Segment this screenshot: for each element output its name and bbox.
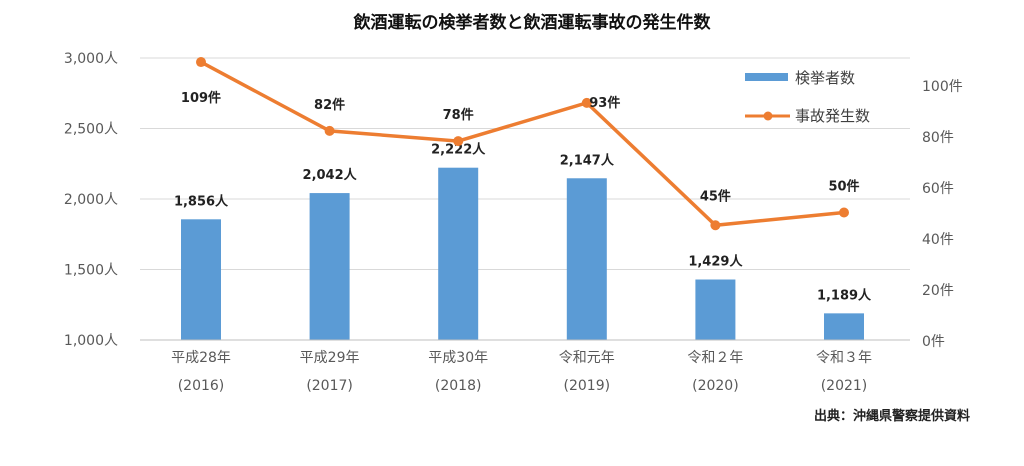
line-point	[710, 220, 721, 231]
right-tick-label: 100件	[922, 79, 963, 95]
x-tick-label: 令和３年	[816, 350, 872, 366]
legend-label-accidents: 事故発生数	[795, 107, 870, 125]
left-tick-label: 1,000人	[64, 333, 118, 349]
x-tick-year: (2018)	[435, 378, 482, 394]
accident-line	[200, 60, 845, 228]
line-point	[453, 136, 464, 147]
x-tick-year: (2021)	[821, 378, 868, 394]
right-tick-label: 80件	[922, 130, 954, 146]
legend: 検挙者数 事故発生数	[745, 69, 870, 125]
x-tick-label: 令和２年	[687, 350, 743, 366]
legend-label-arrests: 検挙者数	[795, 69, 855, 87]
bar-data-label: 2,042人	[303, 167, 358, 183]
bar	[695, 279, 736, 340]
bar	[309, 193, 350, 340]
x-tick-year: (2020)	[692, 378, 739, 394]
bar-data-label: 2,147人	[560, 152, 615, 168]
right-tick-label: 40件	[922, 232, 954, 248]
bar-data-label: 1,429人	[688, 254, 743, 270]
right-tick-label: 0件	[922, 334, 945, 350]
x-tick-year: (2019)	[564, 378, 611, 394]
bar	[438, 167, 479, 340]
source-note: 出典：沖縄県警察提供資料	[814, 408, 970, 424]
line-point	[581, 97, 592, 108]
right-tick-label: 20件	[922, 283, 954, 299]
left-tick-label: 3,000人	[64, 51, 118, 67]
line-data-label: 45件	[700, 188, 731, 204]
line-point	[839, 207, 849, 218]
line-data-label: 82件	[314, 97, 345, 113]
x-tick-label: 平成30年	[428, 350, 488, 366]
bar-data-label: 1,856人	[174, 193, 229, 209]
line-data-label: 109件	[181, 90, 221, 106]
line-data-label: 50件	[828, 179, 859, 195]
x-tick-year: (2016)	[178, 378, 225, 394]
chart-title: 飲酒運転の検挙者数と飲酒運転事故の発生件数	[353, 12, 712, 33]
bar-data-label: 2,222人	[431, 142, 486, 158]
right-tick-label: 60件	[922, 181, 954, 197]
legend-bar-swatch	[745, 73, 788, 81]
legend-line-marker	[763, 111, 773, 121]
bar	[824, 313, 864, 340]
x-tick-label: 平成29年	[300, 350, 360, 366]
left-tick-label: 1,500人	[64, 263, 118, 279]
bar	[181, 219, 221, 340]
bar-data-label: 1,189人	[817, 287, 872, 303]
x-tick-year: (2017)	[306, 378, 353, 394]
line-point	[196, 57, 206, 68]
bar	[566, 178, 607, 340]
line-point	[324, 125, 335, 136]
x-tick-label: 令和元年	[559, 350, 615, 366]
line-data-label: 93件	[589, 95, 620, 111]
left-tick-label: 2,500人	[64, 122, 118, 138]
x-tick-label: 平成28年	[171, 350, 231, 366]
line-data-label: 78件	[443, 107, 474, 123]
left-tick-label: 2,000人	[64, 192, 118, 208]
